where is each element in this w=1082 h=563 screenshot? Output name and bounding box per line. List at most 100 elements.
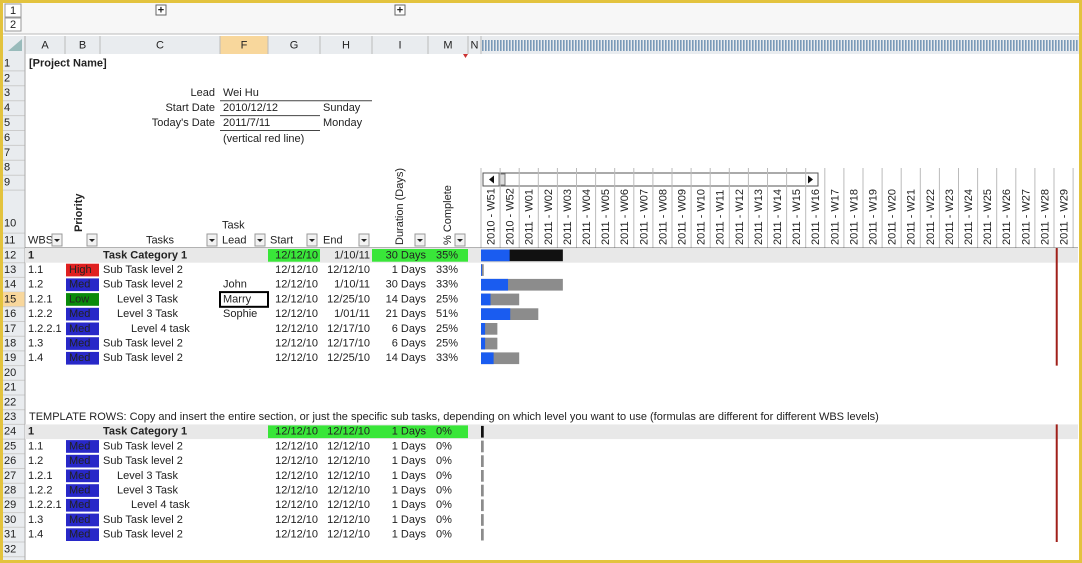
priority-cell <box>66 337 99 350</box>
filter-arrow <box>257 239 263 242</box>
header-wbs: WBS <box>28 234 53 246</box>
hidden-column-stripe <box>692 40 694 51</box>
hidden-column-stripe <box>644 40 646 51</box>
hidden-column-stripe <box>767 40 769 51</box>
filter-arrow <box>309 239 315 242</box>
gantt-bar-remaining <box>481 499 484 512</box>
gantt-bar-remaining <box>481 293 520 306</box>
hidden-column-stripe <box>881 40 883 51</box>
header-label: Start Date <box>165 102 215 114</box>
hidden-column-stripe <box>908 40 910 51</box>
start-cell: 12/12/10 <box>275 514 318 526</box>
gantt-bar-progress <box>481 352 494 365</box>
header-value: 2010/12/12 <box>223 102 278 114</box>
week-label: 2011 - W01 <box>524 189 536 245</box>
filter-arrow <box>209 239 215 242</box>
hidden-column-stripe <box>488 40 490 51</box>
complete-cell: 33% <box>436 279 458 291</box>
hidden-column-stripe <box>545 40 547 51</box>
hidden-column-stripe <box>557 40 559 51</box>
wbs-cell: 1.3 <box>28 337 43 349</box>
hidden-column-stripe <box>521 40 523 51</box>
hidden-column-stripe <box>1013 40 1015 51</box>
scroll-left[interactable] <box>489 175 494 184</box>
row-number: 15 <box>4 293 16 305</box>
week-label: 2011 - W07 <box>638 189 650 245</box>
duration-cell: 1 Days <box>392 264 427 276</box>
hidden-column-stripe <box>527 40 529 51</box>
task-cell: Level 3 Task <box>117 484 178 496</box>
select-all[interactable] <box>8 39 22 51</box>
priority-cell <box>66 454 99 468</box>
row-number: 24 <box>4 426 16 438</box>
hidden-column-stripe <box>512 40 514 51</box>
selected-column-header <box>220 36 268 54</box>
filter-arrow <box>89 239 95 242</box>
end-cell: 1/10/11 <box>334 279 370 291</box>
hidden-column-stripe <box>695 40 697 51</box>
priority-label: Med <box>69 352 90 364</box>
outline-level-label: 1 <box>10 5 16 17</box>
hidden-column-stripe <box>683 40 685 51</box>
hidden-column-stripe <box>500 40 502 51</box>
hidden-column-stripe <box>968 40 970 51</box>
week-label: 2011 - W28 <box>1039 189 1051 245</box>
hidden-column-stripe <box>662 40 664 51</box>
header-note: (vertical red line) <box>223 133 304 145</box>
end-cell: 1/01/11 <box>334 308 370 320</box>
hidden-column-stripe <box>764 40 766 51</box>
outline-level-button[interactable] <box>4 3 22 18</box>
week-label: 2011 - W27 <box>1020 189 1032 245</box>
outline-level-button[interactable] <box>4 17 22 32</box>
hidden-column-stripe <box>1001 40 1003 51</box>
complete-cell: 25% <box>436 293 458 305</box>
start-cell: 12/12/10 <box>275 264 318 276</box>
hidden-column-stripe <box>797 40 799 51</box>
scroll-thumb[interactable] <box>498 173 506 186</box>
hidden-column-stripe <box>635 40 637 51</box>
task-cell: Level 3 Task <box>117 470 178 482</box>
hidden-column-stripe <box>761 40 763 51</box>
week-label: 2011 - W23 <box>944 189 956 245</box>
hidden-column-stripe <box>974 40 976 51</box>
hidden-column-stripe <box>677 40 679 51</box>
scroll-right[interactable] <box>808 175 813 184</box>
week-label: 2011 - W11 <box>715 190 727 245</box>
hidden-column-stripe <box>539 40 541 51</box>
week-label: 2011 - W06 <box>619 189 631 245</box>
hidden-column-stripe <box>857 40 859 51</box>
hidden-column-stripe <box>617 40 619 51</box>
hidden-column-stripe <box>560 40 562 51</box>
duration-cell: 1 Days <box>392 455 427 467</box>
wbs-cell: 1.2.2.1 <box>28 499 62 511</box>
priority-cell <box>66 278 99 292</box>
hidden-column-stripe <box>1007 40 1009 51</box>
start-cell: 12/12/10 <box>275 337 318 349</box>
hidden-column-stripe <box>530 40 532 51</box>
complete-cell: 0% <box>436 426 452 438</box>
hidden-column-stripe <box>980 40 982 51</box>
duration-cell: 1 Days <box>392 426 427 438</box>
hidden-column-stripe <box>1064 40 1066 51</box>
outline-expand-button[interactable] <box>394 4 406 16</box>
column-letter: G <box>290 39 299 51</box>
complete-cell: 0% <box>436 455 452 467</box>
row-number: 9 <box>4 177 10 189</box>
duration-cell: 1 Days <box>392 529 427 541</box>
priority-label: Med <box>69 308 90 320</box>
hidden-column-stripe <box>896 40 898 51</box>
priority-label: High <box>69 264 92 276</box>
outline-expand-button[interactable] <box>155 4 167 16</box>
hidden-column-stripe <box>854 40 856 51</box>
hidden-column-stripe <box>785 40 787 51</box>
duration-cell: 30 Days <box>386 249 427 261</box>
hidden-column-stripe <box>542 40 544 51</box>
priority-cell <box>66 293 99 306</box>
hidden-column-stripe <box>716 40 718 51</box>
row-number: 2 <box>4 72 10 84</box>
hidden-column-stripe <box>965 40 967 51</box>
hidden-column-stripe <box>1076 40 1078 51</box>
start-cell: 12/12/10 <box>275 426 318 438</box>
end-cell: 12/12/10 <box>327 426 370 438</box>
hidden-column-stripe <box>911 40 913 51</box>
